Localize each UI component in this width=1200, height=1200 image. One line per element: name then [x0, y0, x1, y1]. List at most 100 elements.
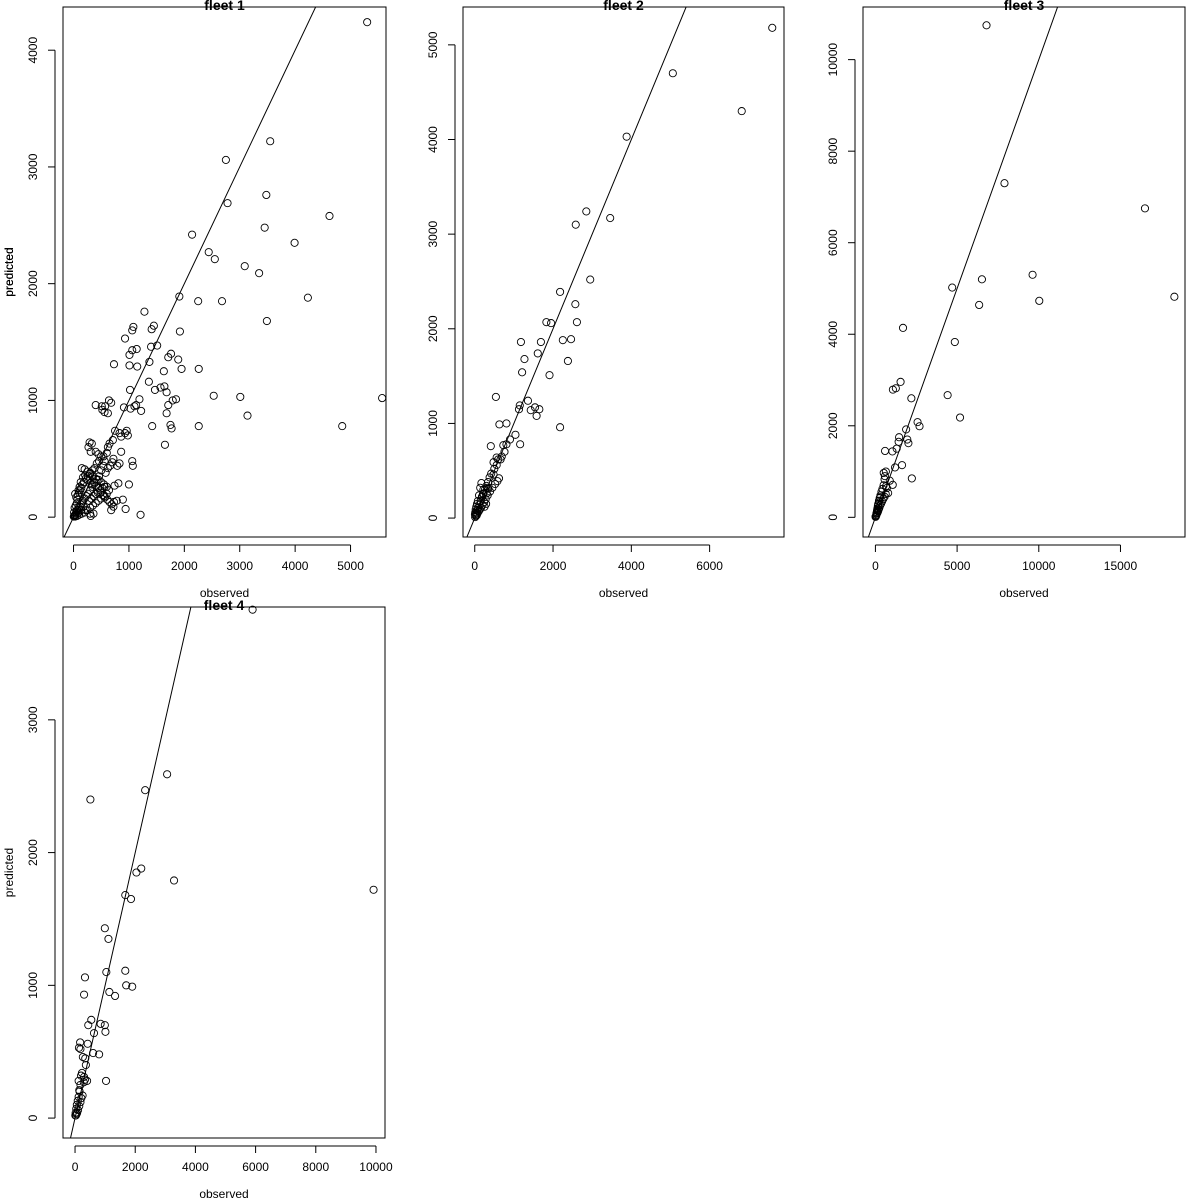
data-point	[87, 1015, 96, 1024]
data-point	[108, 458, 117, 467]
data-point	[955, 413, 965, 422]
data-point	[542, 318, 551, 327]
data-point	[81, 1060, 90, 1070]
data-point	[896, 377, 905, 386]
x-tick-label: 5000	[337, 559, 364, 573]
data-point	[84, 1021, 93, 1030]
y-tick-label: 3000	[26, 706, 40, 733]
data-point	[378, 394, 387, 403]
data-point	[164, 401, 173, 410]
data-point	[98, 405, 107, 414]
y-tick-label: 4000	[826, 321, 840, 348]
data-point	[121, 966, 130, 975]
x-tick-label: 2000	[171, 559, 198, 573]
x-axis-label: observed	[599, 586, 648, 600]
y-axis-label: predicted	[2, 247, 16, 296]
x-axis: 0 1000 2000 3000 4000 5000	[70, 544, 364, 573]
data-point	[94, 483, 103, 493]
data-points	[71, 605, 378, 1120]
data-point	[881, 446, 890, 456]
data-point	[78, 473, 87, 482]
y-tick-label: 6000	[826, 229, 840, 256]
x-tick-label: 1000	[116, 559, 143, 573]
data-point	[177, 364, 186, 373]
data-point	[904, 439, 913, 448]
data-point	[566, 335, 576, 344]
data-point	[122, 426, 131, 435]
data-point	[91, 401, 100, 410]
data-point	[168, 396, 177, 405]
y-tick-label: 0	[426, 514, 440, 521]
y-tick-label: 10000	[826, 43, 840, 77]
data-point	[948, 283, 957, 292]
data-point	[128, 982, 137, 991]
data-point	[107, 398, 116, 407]
data-point	[130, 402, 139, 411]
data-point	[262, 316, 271, 326]
data-point	[83, 1039, 92, 1048]
data-point	[87, 494, 96, 503]
y-tick-label: 3000	[26, 153, 40, 180]
data-point	[487, 469, 496, 478]
data-point	[262, 190, 271, 200]
data-point	[571, 220, 580, 229]
data-point	[483, 483, 492, 492]
data-point	[104, 934, 113, 943]
data-point	[96, 488, 105, 497]
data-point	[84, 496, 94, 505]
data-point	[1000, 179, 1009, 188]
panel-title: fleet 4	[204, 597, 245, 613]
data-point	[121, 891, 130, 900]
x-tick-label: 0	[872, 559, 879, 573]
data-point	[491, 392, 500, 401]
data-point	[897, 461, 907, 470]
x-tick-label: 10000	[359, 1160, 393, 1174]
data-point	[871, 512, 880, 521]
data-point	[943, 391, 952, 400]
data-point	[879, 468, 888, 477]
data-point	[240, 262, 249, 271]
data-point	[77, 1068, 87, 1078]
data-point	[556, 287, 565, 296]
data-point	[92, 481, 101, 490]
panel-title: fleet 3	[1004, 0, 1045, 13]
data-point	[1140, 204, 1150, 213]
x-tick-label: 6000	[696, 559, 723, 573]
data-point	[99, 461, 108, 470]
data-point	[137, 864, 146, 873]
data-point	[86, 511, 95, 521]
data-point	[915, 422, 924, 431]
data-points	[69, 18, 387, 521]
data-point	[163, 770, 172, 779]
data-point	[290, 238, 299, 247]
reference-line	[466, 7, 687, 537]
data-point	[876, 493, 885, 502]
data-point	[153, 341, 162, 350]
y-tick-label: 0	[26, 513, 40, 520]
data-point	[137, 406, 146, 415]
data-point	[105, 987, 114, 997]
y-tick-label: 0	[826, 514, 840, 521]
data-point	[117, 447, 126, 456]
data-point	[128, 326, 137, 335]
data-point	[502, 440, 511, 449]
x-axis: 0 2000 4000 6000	[471, 544, 723, 573]
data-point	[125, 350, 134, 359]
data-point	[1035, 296, 1044, 305]
data-point	[107, 500, 116, 509]
data-point	[73, 495, 82, 504]
reference-line	[867, 7, 1059, 537]
x-tick-label: 0	[471, 559, 478, 573]
data-point	[74, 1076, 83, 1085]
data-point	[516, 337, 525, 347]
data-point	[144, 377, 153, 386]
data-point	[891, 384, 900, 393]
x-tick-label: 4000	[282, 559, 309, 573]
data-point	[494, 455, 503, 464]
data-point	[223, 199, 232, 208]
data-point	[104, 396, 114, 405]
data-point	[128, 457, 137, 466]
data-point	[556, 423, 565, 432]
data-point	[103, 495, 112, 504]
data-point	[71, 1111, 80, 1120]
